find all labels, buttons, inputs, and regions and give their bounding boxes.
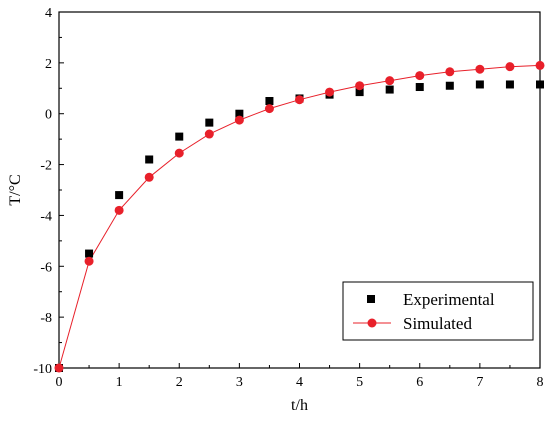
experimental-point [505,80,514,89]
x-tick-label: 7 [476,375,483,390]
simulated-point [264,104,274,114]
simulated-point [144,172,154,182]
simulated-point [475,64,485,74]
y-axis-title: T/°C [7,174,24,205]
simulated-point [505,62,515,72]
simulated-point [355,81,365,91]
x-tick-label: 4 [296,375,303,390]
x-tick-label: 2 [176,375,183,390]
legend-label-experimental: Experimental [403,290,495,309]
experimental-point [205,118,214,127]
simulated-point [325,87,335,97]
y-tick-label: -8 [40,311,52,326]
simulated-point [535,60,545,70]
legend-box [342,281,534,341]
experimental-point [115,191,124,200]
y-tick-label: -4 [40,209,52,224]
y-tick-label: -10 [33,362,52,377]
legend-symbol-simulated [367,318,377,328]
x-tick-label: 5 [356,375,363,390]
x-axis-title: t/h [291,397,308,414]
y-tick-label: -2 [40,159,52,174]
y-tick-label: 4 [45,6,52,21]
simulated-point [204,129,214,139]
experimental-point [265,97,274,105]
legend-symbol-experimental [367,295,375,303]
x-tick-label: 6 [416,375,423,390]
experimental-point [536,80,544,89]
x-tick-label: 1 [116,375,123,390]
experimental-point [475,80,484,89]
experimental-point [145,155,154,164]
simulated-point [84,256,94,266]
experimental-point [415,83,424,92]
experimental-point [385,85,394,94]
simulated-point [415,71,425,81]
experimental-point [445,81,454,90]
simulated-point [445,67,455,77]
experimental-point [235,109,244,118]
x-tick-label: 3 [236,375,243,390]
simulated-point [114,205,124,215]
ticks: 0 1 2 3 4 5 6 7 8 -10 -8 -6 -4 -2 0 2 4 [33,6,543,390]
simulated-point [385,76,395,86]
simulated-point [234,115,244,125]
simulated-point [54,363,64,373]
simulated-point [295,95,304,105]
y-tick-label: -6 [40,260,52,275]
experimental-point [85,249,94,258]
simulated-point [174,148,184,158]
series [54,60,545,373]
experimental-point [175,132,184,141]
x-tick-label: 8 [537,375,544,390]
experimental-point [355,88,364,97]
y-tick-label: 2 [45,57,52,72]
legend-label-simulated: Simulated [403,314,472,333]
legend: Experimental Simulated [342,281,534,341]
y-tick-label: 0 [45,108,52,123]
x-tick-label: 0 [56,375,63,390]
